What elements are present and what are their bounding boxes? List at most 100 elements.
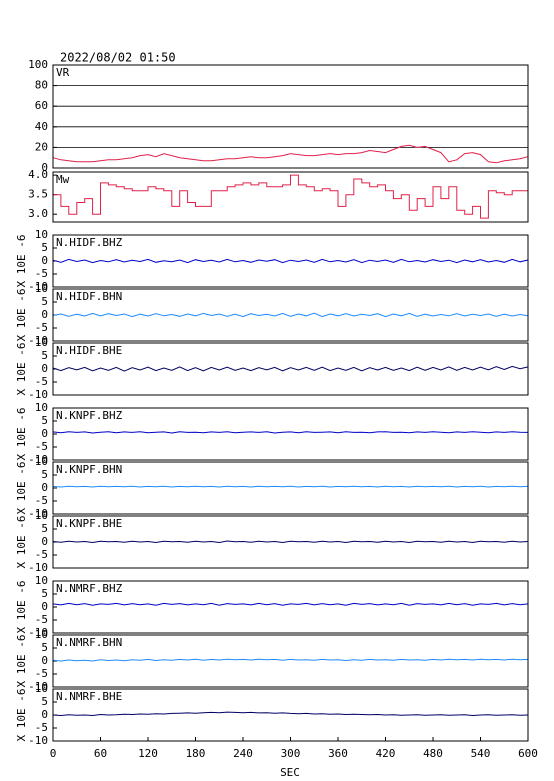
x-tick-label: 0 (50, 747, 57, 760)
y-tick-label: 10 (35, 682, 48, 695)
x-tick-label: 300 (281, 747, 301, 760)
panel-label: N.NMRF.BHE (56, 690, 122, 703)
y-tick-label: -5 (35, 613, 48, 626)
panel-label: N.NMRF.BHZ (56, 582, 123, 595)
y-tick-label: 0 (41, 600, 48, 613)
y-tick-label: 10 (35, 282, 48, 295)
y-tick-label: 10 (35, 401, 48, 414)
y-tick-label: 5 (41, 587, 48, 600)
y-tick-label: 80 (35, 79, 48, 92)
y-tick-label: -10 (28, 280, 48, 293)
x-tick-label: 120 (138, 747, 158, 760)
panel-frame (52, 634, 529, 688)
x-tick-label: 180 (186, 747, 206, 760)
y-tick-label: -5 (35, 548, 48, 561)
trace (53, 174, 528, 219)
x-tick-label: 420 (376, 747, 396, 760)
y-tick-label: 5 (41, 241, 48, 254)
panel-frame (52, 288, 529, 342)
panel-frame (52, 171, 529, 223)
y-tick-label: 0 (41, 481, 48, 494)
y-axis-label: X 10E -6 (15, 581, 28, 634)
y-tick-label: 10 (35, 228, 48, 241)
y-tick-label: 0 (41, 254, 48, 267)
y-tick-label: -5 (35, 267, 48, 280)
x-axis-label: SEC (280, 766, 300, 779)
panel-label: N.NMRF.BHN (56, 636, 122, 649)
panel-label: N.KNPF.BHN (56, 463, 122, 476)
y-tick-label: 10 (35, 509, 48, 522)
panel-frame (52, 461, 529, 515)
panel-label: Mw (56, 173, 70, 186)
y-tick-label: 40 (35, 120, 48, 133)
y-tick-label: -10 (28, 680, 48, 693)
y-tick-label: -10 (28, 561, 48, 574)
panel-frame (52, 234, 529, 288)
y-axis-label: X 10E -6 (15, 343, 28, 396)
x-tick-label: 360 (328, 747, 348, 760)
panel-label: N.HIDF.BHE (56, 344, 122, 357)
y-axis-label: X 10E -6 (15, 462, 28, 515)
x-tick-label: 480 (423, 747, 443, 760)
trace (52, 540, 529, 544)
y-tick-label: 10 (35, 628, 48, 641)
x-tick-label: 600 (518, 747, 538, 760)
trace (52, 431, 529, 434)
y-tick-label: 100 (28, 58, 48, 71)
x-tick-label: 60 (94, 747, 107, 760)
panel-frame (52, 342, 529, 396)
y-tick-label: 5 (41, 414, 48, 427)
y-axis-label: X 10E -6 (15, 689, 28, 742)
y-tick-label: 4.0 (28, 168, 48, 181)
trace (52, 365, 529, 372)
y-tick-label: 60 (35, 99, 48, 112)
y-tick-label: 5 (41, 468, 48, 481)
chart-title: 2022/08/02 01:50 (60, 51, 176, 65)
y-tick-label: 0 (41, 427, 48, 440)
panel-label: VR (56, 66, 70, 79)
panel-label: N.KNPF.BHE (56, 517, 122, 530)
y-tick-label: -10 (28, 626, 48, 639)
y-tick-label: 5 (41, 295, 48, 308)
y-tick-label: 3.0 (28, 207, 48, 220)
y-tick-label: -10 (28, 507, 48, 520)
y-tick-label: -5 (35, 667, 48, 680)
y-axis-label: X 10E -6 (15, 235, 28, 288)
x-tick-label: 240 (233, 747, 253, 760)
y-tick-label: 5 (41, 641, 48, 654)
panel-label: N.KNPF.BHZ (56, 409, 123, 422)
trace (52, 711, 529, 717)
y-tick-label: 20 (35, 140, 48, 153)
y-axis-label: X 10E -6 (15, 635, 28, 688)
panel-label: N.HIDF.BHN (56, 290, 122, 303)
y-tick-label: 0 (41, 535, 48, 548)
panel-frame (52, 407, 529, 461)
y-tick-label: -5 (35, 494, 48, 507)
trace (52, 258, 529, 264)
y-tick-label: -10 (28, 453, 48, 466)
y-axis-label: X 10E -6 (15, 408, 28, 461)
trace (52, 485, 529, 488)
y-tick-label: 5 (41, 349, 48, 362)
trace (52, 144, 529, 164)
y-tick-label: -5 (35, 375, 48, 388)
y-tick-label: 10 (35, 574, 48, 587)
y-tick-label: 0 (41, 708, 48, 721)
y-tick-label: -5 (35, 721, 48, 734)
y-axis-label: X 10E -6 (15, 289, 28, 342)
y-axis-label: X 10E -6 (15, 516, 28, 569)
y-tick-label: 0 (41, 654, 48, 667)
y-tick-label: 0 (41, 161, 48, 174)
y-tick-label: -10 (28, 734, 48, 747)
y-tick-label: 5 (41, 522, 48, 535)
y-tick-label: -5 (35, 440, 48, 453)
y-tick-label: 5 (41, 695, 48, 708)
trace (52, 602, 529, 606)
y-tick-label: 10 (35, 455, 48, 468)
y-tick-label: 0 (41, 362, 48, 375)
panel-label: N.HIDF.BHZ (56, 236, 123, 249)
y-tick-label: 0 (41, 308, 48, 321)
y-tick-label: -10 (28, 388, 48, 401)
x-tick-label: 540 (471, 747, 491, 760)
